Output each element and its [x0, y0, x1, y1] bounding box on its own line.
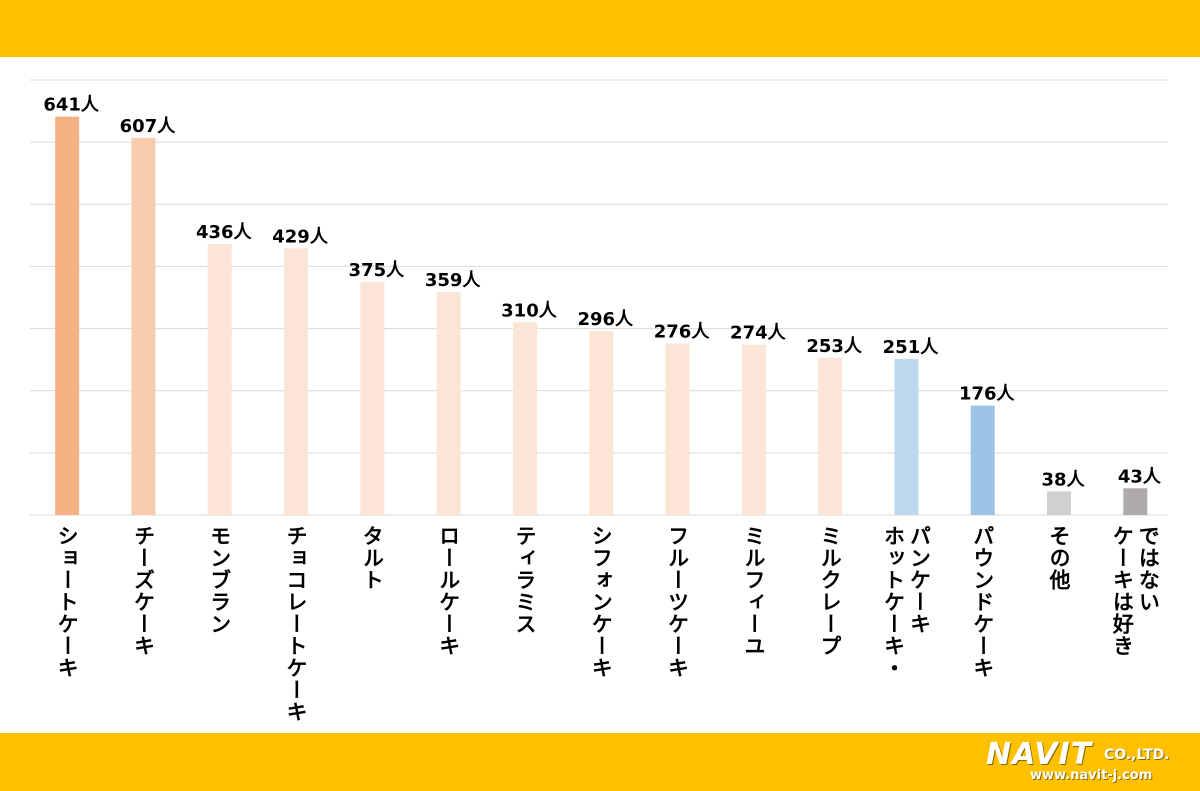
data-label: 253人 — [806, 336, 863, 357]
bar — [284, 248, 309, 515]
bottom-band — [0, 733, 1200, 791]
category-label: ではない — [1136, 525, 1160, 613]
data-label: 359人 — [425, 270, 482, 291]
category-label: シフォンケーキ — [589, 525, 613, 679]
category-label: モンブラン — [208, 525, 232, 635]
category-label: ミルフィーユ — [742, 525, 766, 657]
category-label: パンケーキ — [907, 525, 931, 635]
data-label: 375人 — [349, 260, 406, 281]
bar — [1047, 491, 1072, 515]
data-label: 607人 — [120, 116, 177, 137]
bar — [1123, 488, 1148, 515]
data-label: 43人 — [1118, 466, 1162, 487]
category-label: ミルクレープ — [818, 525, 842, 657]
data-label: 276人 — [654, 321, 711, 342]
bar — [741, 344, 766, 515]
category-label: パウンドケーキ — [971, 525, 995, 679]
data-label: 274人 — [730, 323, 787, 344]
data-label: 429人 — [272, 226, 329, 247]
bar — [131, 137, 156, 516]
data-label: 296人 — [577, 309, 634, 330]
category-label: ケーキは好き — [1110, 525, 1135, 657]
data-label: 176人 — [959, 384, 1016, 405]
navit-logo: NAVIT CO.,LTD. www.navit-j.com — [986, 737, 1186, 787]
logo-url: www.navit-j.com — [1030, 768, 1153, 783]
category-label: その他 — [1047, 525, 1072, 591]
logo-company: CO.,LTD. — [1104, 747, 1170, 763]
category-label: ショートケーキ — [55, 525, 79, 679]
data-label: 436人 — [196, 222, 253, 243]
bar — [970, 405, 995, 515]
bar — [436, 291, 461, 515]
data-label: 38人 — [1042, 469, 1086, 490]
category-label: ロールケーキ — [437, 525, 461, 657]
data-label: 641人 — [43, 95, 100, 116]
top-band — [0, 0, 1200, 57]
data-label: 310人 — [501, 300, 558, 321]
bar — [589, 331, 614, 515]
bar — [512, 322, 537, 515]
bar — [894, 359, 919, 515]
logo-name: NAVIT — [986, 737, 1093, 772]
bar — [55, 116, 80, 516]
bar — [818, 357, 843, 515]
category-label: タルト — [360, 525, 384, 591]
bar — [207, 244, 232, 516]
category-label: フルーツケーキ — [666, 525, 690, 679]
category-label: チーズケーキ — [131, 525, 155, 657]
bar — [360, 281, 385, 515]
category-label: チョコレートケーキ — [284, 525, 308, 723]
category-label: ティラミス — [513, 525, 537, 635]
data-label: 251人 — [883, 337, 940, 358]
category-label: ホットケーキ・ — [881, 525, 905, 679]
bar — [665, 343, 690, 515]
